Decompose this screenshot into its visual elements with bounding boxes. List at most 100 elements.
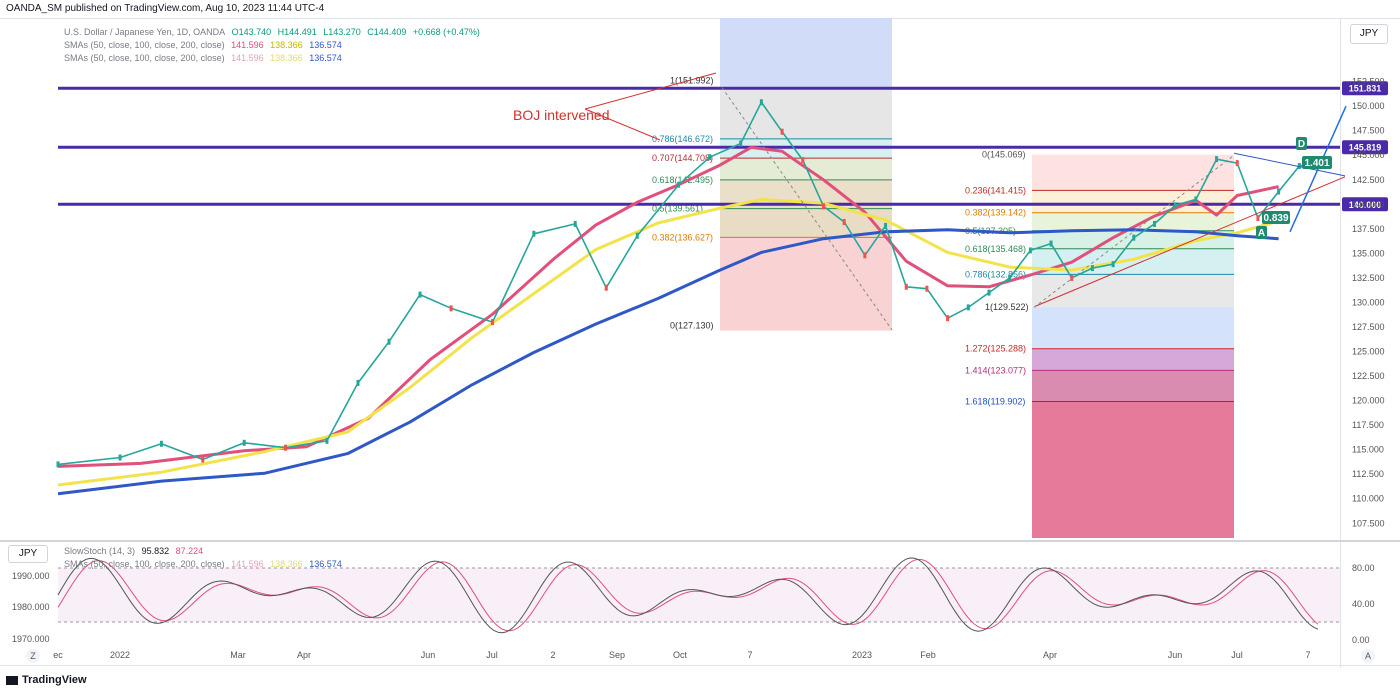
price-candle — [1277, 188, 1281, 195]
price-candle — [1318, 158, 1322, 165]
price-candle — [1008, 274, 1012, 281]
fib-right-level-label: 0.236(141.415) — [965, 185, 1026, 195]
x-tick-label: Jun — [421, 650, 436, 660]
legend-sma2-label: SMAs (50, close, 100, close, 200, close) — [64, 53, 225, 63]
legend-sma2-100: 138.366 — [270, 53, 303, 63]
fib-right-band — [1032, 348, 1234, 371]
indicator-sma-label: SMAs (50, close, 100, close, 200, close) — [64, 559, 225, 569]
stoch-k-value: 95.832 — [141, 546, 170, 556]
price-candle — [1111, 261, 1115, 268]
price-candle — [1049, 240, 1053, 247]
price-candle — [1173, 202, 1177, 209]
y-tick-label: 145.000 — [1352, 150, 1385, 160]
price-candle — [801, 157, 805, 164]
price-candle — [284, 444, 288, 451]
fib-right-level-label: 0.618(135.468) — [965, 244, 1026, 254]
fib-left-level-label: 0.618(142.495) — [652, 175, 713, 185]
fib-right-band — [1032, 190, 1234, 213]
y-tick-label: 110.000 — [1352, 494, 1384, 504]
x-tick-label: Jun — [1168, 650, 1183, 660]
tradingview-logo-icon — [6, 675, 18, 685]
legend-sma-100: 138.366 — [270, 40, 303, 50]
stoch-k-line — [57, 557, 1319, 634]
price-candle — [490, 319, 494, 326]
fib-right-band — [1032, 212, 1234, 231]
fib-left-level-label: 0.786(146.672) — [652, 134, 713, 144]
fib-left-level-label: 0.707(144.708) — [652, 153, 713, 163]
x-tick-label: Sep — [609, 650, 625, 660]
price-candle — [1194, 196, 1198, 203]
pane-separator — [0, 540, 1400, 542]
y-tick-label: 150.000 — [1352, 101, 1385, 111]
stoch-label: SlowStoch (14, 3) — [64, 546, 136, 556]
fib-left-band — [720, 138, 892, 159]
price-candle — [325, 437, 329, 444]
fib-right-diagonal — [1033, 154, 1235, 308]
zoom-z-button[interactable]: Z — [26, 649, 40, 663]
y-tick-label: 142.500 — [1352, 175, 1385, 185]
price-candle — [946, 315, 950, 322]
price-candle — [842, 218, 846, 225]
trendline-support — [1034, 176, 1346, 307]
price-candle — [201, 456, 205, 463]
fib-right-band — [1032, 248, 1234, 275]
y-tick-label: 115.000 — [1352, 445, 1384, 455]
x-tick-label: Apr — [1043, 650, 1057, 660]
x-tick-label: Feb — [920, 650, 936, 660]
fib-right-band — [1032, 401, 1234, 538]
price-candle — [904, 283, 908, 290]
fib-left-blue-zone — [720, 18, 892, 87]
pattern-ratio-lower: 0.839 — [1263, 213, 1288, 224]
x-tick-label: 2 — [550, 650, 555, 660]
fib-right-band — [1032, 274, 1234, 308]
fib-right-band — [1032, 370, 1234, 402]
stoch-band — [58, 568, 1340, 622]
series-line-price — [57, 101, 1321, 466]
price-candle — [387, 338, 391, 345]
auto-scale-button[interactable]: A — [1361, 649, 1375, 663]
legend-ohlc-row: U.S. Dollar / Japanese Yen, 1D, OANDA O1… — [64, 27, 484, 37]
key-level-badge — [1342, 140, 1388, 155]
stoch-right-tick: 0.00 — [1352, 635, 1370, 645]
stoch-left-tick: 1980.000 — [12, 602, 50, 612]
stoch-left-tick: 1990.000 — [12, 571, 50, 581]
fib-left-level-label: 0.382(136.627) — [652, 232, 713, 242]
fib-right-bottom-label: 1(129.522) — [985, 302, 1029, 312]
price-candle — [1256, 215, 1260, 222]
brand-name: TradingView — [22, 674, 87, 686]
fib-left-band — [720, 179, 892, 209]
x-tick-label: 7 — [1305, 650, 1310, 660]
indicator-badge[interactable]: JPY — [8, 545, 48, 563]
fib-right-level-label: 1.272(125.288) — [965, 344, 1026, 354]
price-candle — [780, 128, 784, 135]
fib-left-bottom-label: 0(127.130) — [670, 321, 714, 331]
price-candle — [1090, 265, 1094, 272]
y-tick-label: 107.500 — [1352, 518, 1385, 528]
price-candle — [1132, 234, 1136, 241]
projection-line — [1289, 105, 1347, 233]
fib-right-band — [1032, 230, 1234, 249]
pattern-label-a: A — [1258, 228, 1265, 239]
series-line-sma-100 — [57, 197, 1280, 487]
fib-left-level-label: 0.5(139.561) — [652, 204, 703, 214]
stoch-d-line — [57, 558, 1319, 632]
fib-right-band — [1032, 154, 1234, 191]
symbol-badge[interactable]: JPY — [1350, 24, 1388, 44]
stoch-right-tick: 40.00 — [1352, 599, 1375, 609]
legend-instrument: U.S. Dollar / Japanese Yen, 1D, OANDA — [64, 27, 226, 37]
price-candle — [356, 379, 360, 386]
legend-sma-50: 141.596 — [231, 40, 264, 50]
x-tick-label: Apr — [297, 650, 311, 660]
y-tick-label: 140.000 — [1352, 199, 1385, 209]
indicator-sma-legend: SMAs (50, close, 100, close, 200, close)… — [64, 559, 346, 569]
legend-change: +0.668 (+0.47%) — [412, 27, 480, 37]
boj-annotation: BOJ intervened — [513, 107, 610, 123]
y-tick-label: 112.500 — [1352, 469, 1384, 479]
price-candle — [242, 439, 246, 446]
price-candle — [635, 232, 639, 239]
price-candle — [759, 99, 763, 106]
price-candle — [56, 461, 60, 468]
fib-right-top-label: 0(145.069) — [982, 150, 1026, 160]
price-candle — [573, 220, 577, 227]
